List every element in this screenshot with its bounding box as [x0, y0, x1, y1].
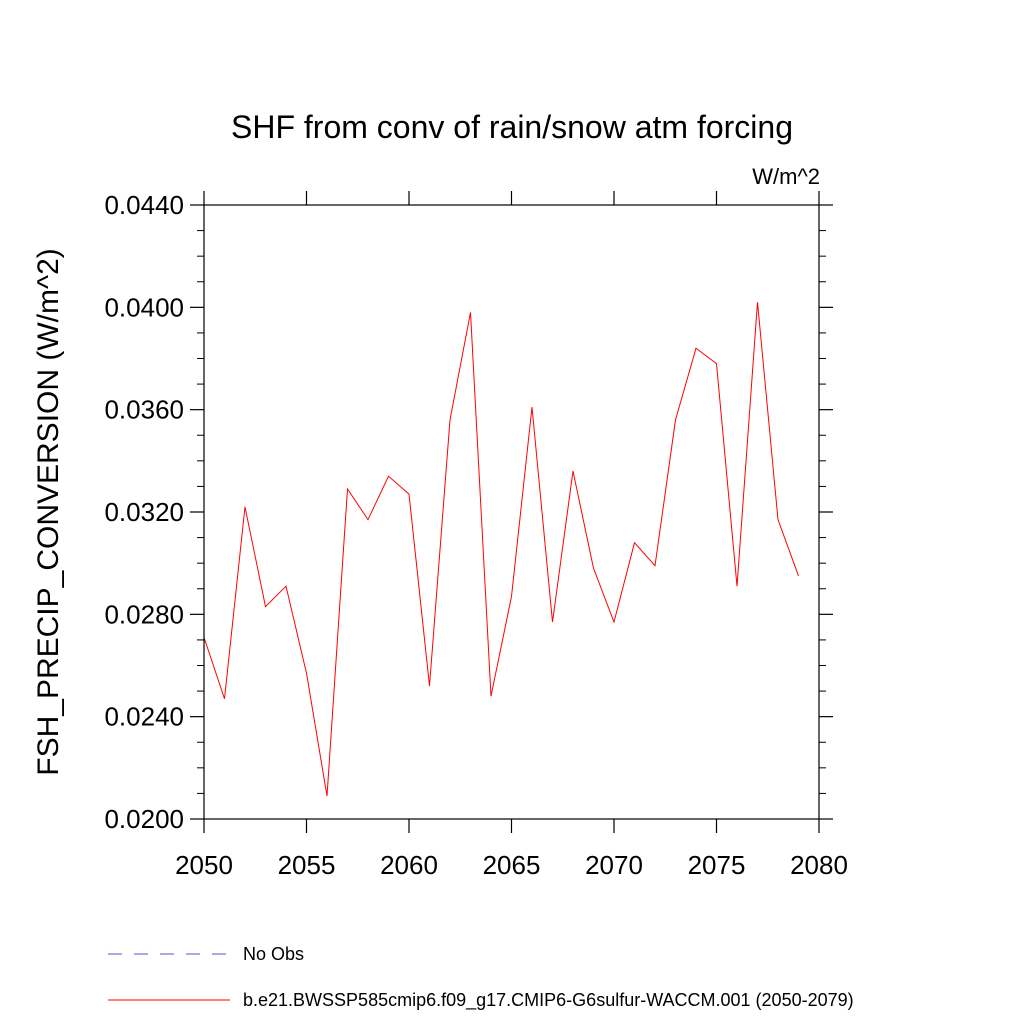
x-tick-label: 2055: [278, 850, 336, 880]
x-tick-label: 2050: [175, 850, 233, 880]
x-tick-label: 2065: [483, 850, 541, 880]
legend-label-no-obs: No Obs: [243, 944, 304, 964]
y-tick-labels: 0.0200 0.0240 0.0280 0.0320 0.0360 0.0400 0.04…: [104, 190, 184, 834]
series-lines: [203, 302, 799, 797]
x-tick-label: 2060: [380, 850, 438, 880]
plot-frame: [203, 204, 820, 820]
minor-ticks: [197, 230, 826, 794]
x-tick-labels: 2050 2055 2060 2065 2070 2075 2080: [175, 850, 848, 880]
y-tick-label: 0.0400: [104, 292, 184, 322]
x-tick-label: 2075: [688, 850, 746, 880]
legend-label-model-run: b.e21.BWSSP585cmip6.f09_g17.CMIP6-G6sulf…: [243, 990, 854, 1011]
y-tick-label: 0.0200: [104, 804, 184, 834]
major-ticks: [190, 191, 833, 833]
x-tick-label: 2080: [790, 850, 848, 880]
y-axis-label: FSH_PRECIP_CONVERSION (W/m^2): [32, 248, 65, 775]
legend: No Obs b.e21.BWSSP585cmip6.f09_g17.CMIP6…: [108, 944, 854, 1011]
units-label: W/m^2: [752, 164, 820, 189]
y-tick-label: 0.0320: [104, 497, 184, 527]
series-line-1: [203, 302, 799, 797]
chart-title: SHF from conv of rain/snow atm forcing: [231, 109, 793, 145]
y-tick-label: 0.0440: [104, 190, 184, 220]
y-tick-label: 0.0240: [104, 702, 184, 732]
y-tick-label: 0.0280: [104, 599, 184, 629]
y-tick-label: 0.0360: [104, 395, 184, 425]
x-tick-label: 2070: [585, 850, 643, 880]
